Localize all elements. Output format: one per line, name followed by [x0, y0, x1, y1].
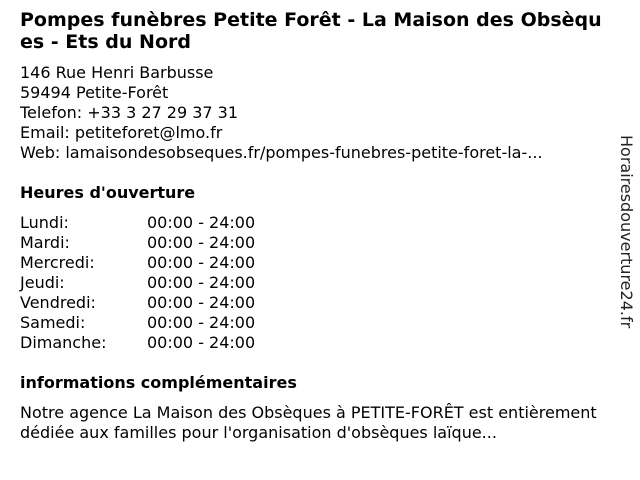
listing-content: Pompes funèbres Petite Forêt - La Maison… [20, 9, 608, 442]
side-brand[interactable]: Horairesdouverture24.fr [617, 135, 636, 329]
time-range: 00:00 - 24:00 [147, 333, 256, 352]
day-label: Samedi: [20, 313, 86, 332]
city: 59494 Petite-Forêt [20, 83, 169, 102]
time-range: 00:00 - 24:00 [147, 213, 256, 232]
time-range: 00:00 - 24:00 [147, 253, 256, 272]
hours-row: Mercredi: 00:00 - 24:00 [20, 253, 255, 273]
hours-row: Lundi: 00:00 - 24:00 [20, 213, 255, 233]
hours-row: Vendredi: 00:00 - 24:00 [20, 293, 255, 313]
hours-heading: Heures d'ouverture [20, 183, 196, 202]
day-label: Mardi: [20, 233, 70, 252]
info-text: Notre agence La Maison des Obsèques à PE… [20, 403, 597, 442]
time-range: 00:00 - 24:00 [147, 313, 256, 332]
day-label: Mercredi: [20, 253, 95, 272]
info-heading: informations complémentaires [20, 373, 297, 392]
hours-row: Samedi: 00:00 - 24:00 [20, 313, 255, 333]
address-block: 146 Rue Henri Barbusse 59494 Petite-Forê… [20, 63, 608, 163]
hours-row: Jeudi: 00:00 - 24:00 [20, 273, 255, 293]
phone[interactable]: Telefon: +33 3 27 29 37 31 [20, 103, 239, 122]
hours-table: Lundi: 00:00 - 24:00 Mardi: 00:00 - 24:00 Me… [20, 213, 255, 353]
web-link[interactable]: Web: lamaisondesobseques.fr/pompes-funeb… [20, 143, 543, 162]
day-label: Lundi: [20, 213, 69, 232]
day-label: Jeudi: [20, 273, 65, 292]
hours-row: Dimanche: 00:00 - 24:00 [20, 333, 255, 353]
time-range: 00:00 - 24:00 [147, 293, 256, 312]
day-label: Vendredi: [20, 293, 96, 312]
time-range: 00:00 - 24:00 [147, 233, 256, 252]
street: 146 Rue Henri Barbusse [20, 63, 214, 82]
time-range: 00:00 - 24:00 [147, 273, 256, 292]
page-title: Pompes funèbres Petite Forêt - La Maison… [20, 9, 602, 53]
hours-row: Mardi: 00:00 - 24:00 [20, 233, 255, 253]
day-label: Dimanche: [20, 333, 107, 352]
email[interactable]: Email: petiteforet@lmo.fr [20, 123, 223, 142]
